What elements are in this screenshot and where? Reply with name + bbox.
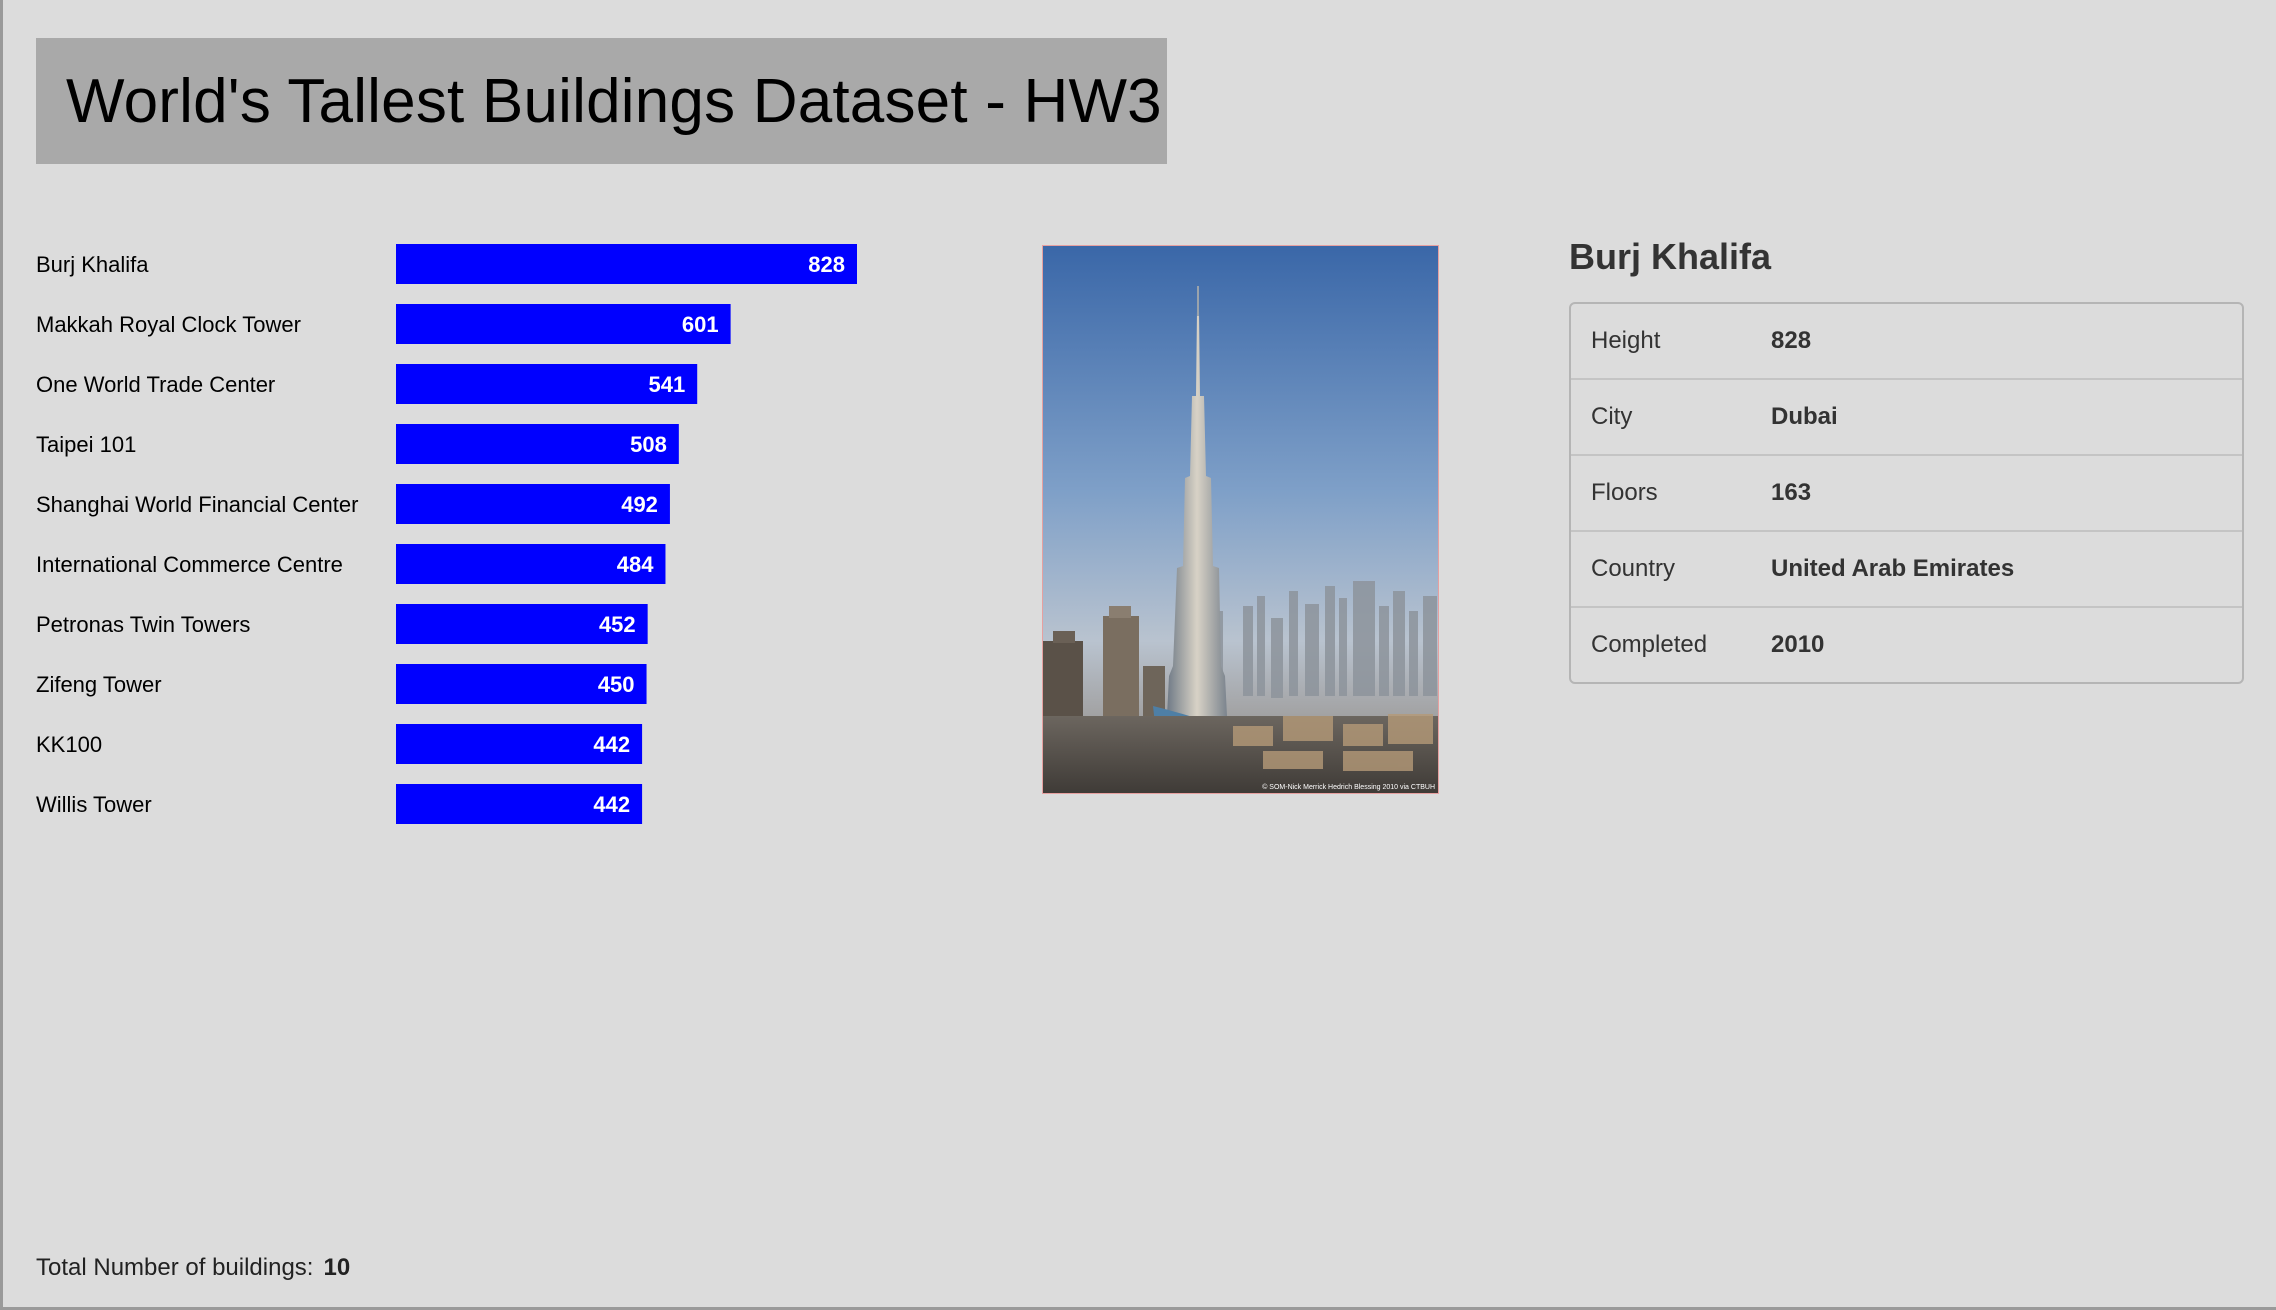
bar-value-label: 442 (593, 732, 630, 757)
bar-value-label: 508 (630, 432, 667, 457)
bar-value-label: 492 (621, 492, 658, 517)
category-label: Taipei 101 (36, 432, 136, 457)
bar[interactable] (396, 244, 857, 284)
detail-value: United Arab Emirates (1771, 555, 2015, 582)
detail-value: 163 (1771, 479, 1812, 506)
detail-row-height: Height 828 (1571, 304, 2242, 378)
bar-value-label: 450 (598, 672, 635, 697)
bar[interactable] (396, 424, 679, 464)
bar-value-label: 828 (808, 252, 845, 277)
bar-value-label: 442 (593, 792, 630, 817)
total-count: 10 (323, 1254, 351, 1281)
bar[interactable] (396, 784, 643, 824)
bar[interactable] (396, 364, 698, 404)
bar[interactable] (396, 304, 731, 344)
category-label: Makkah Royal Clock Tower (36, 312, 301, 337)
footer: Total Number of buildings: 10 (36, 1254, 350, 1282)
category-label: KK100 (36, 732, 102, 757)
category-label: Zifeng Tower (36, 672, 162, 697)
category-label: Burj Khalifa (36, 252, 149, 277)
detail-value: 2010 (1771, 631, 1825, 658)
detail-key: Floors (1591, 479, 1658, 506)
bar-value-label: 601 (682, 312, 719, 337)
detail-key: Country (1591, 555, 1676, 582)
detail-key: City (1591, 403, 1633, 430)
bar[interactable] (396, 604, 648, 644)
category-label: Petronas Twin Towers (36, 612, 250, 637)
bar-value-label: 541 (648, 372, 685, 397)
detail-value: 828 (1771, 327, 1812, 354)
detail-title: Burj Khalifa (1569, 236, 1772, 277)
building-photo-image: © SOM-Nick Merrick Hedrich Blessing 2010… (1043, 246, 1438, 793)
detail-row-floors: Floors 163 (1571, 454, 2242, 530)
building-photo: © SOM-Nick Merrick Hedrich Blessing 2010… (1042, 245, 1439, 794)
detail-table: Height 828 City Dubai Floors 163 Country… (1569, 302, 2244, 684)
bar-value-label: 452 (599, 612, 636, 637)
bar[interactable] (396, 484, 670, 524)
detail-value: Dubai (1771, 403, 1838, 430)
category-label: Shanghai World Financial Center (36, 492, 358, 517)
detail-key: Height (1591, 327, 1661, 354)
category-label: International Commerce Centre (36, 552, 343, 577)
detail-row-completed: Completed 2010 (1571, 606, 2242, 682)
category-label: One World Trade Center (36, 372, 275, 397)
photo-credit: © SOM-Nick Merrick Hedrich Blessing 2010… (1262, 783, 1435, 791)
title-banner: World's Tallest Buildings Dataset - HW3 (36, 38, 1167, 164)
detail-row-country: Country United Arab Emirates (1571, 530, 2242, 606)
bar[interactable] (396, 664, 647, 704)
category-label: Willis Tower (36, 792, 152, 817)
detail-row-city: City Dubai (1571, 378, 2242, 454)
total-label: Total Number of buildings: (36, 1254, 314, 1281)
bar[interactable] (396, 544, 666, 584)
bar-chart: Burj Khalifa 828 Makkah Royal Clock Tower 6… (36, 244, 857, 824)
bar-value-label: 484 (617, 552, 654, 577)
page-title: World's Tallest Buildings Dataset - HW3 (66, 66, 1162, 136)
detail-key: Completed (1591, 631, 1708, 658)
bar[interactable] (396, 724, 643, 764)
